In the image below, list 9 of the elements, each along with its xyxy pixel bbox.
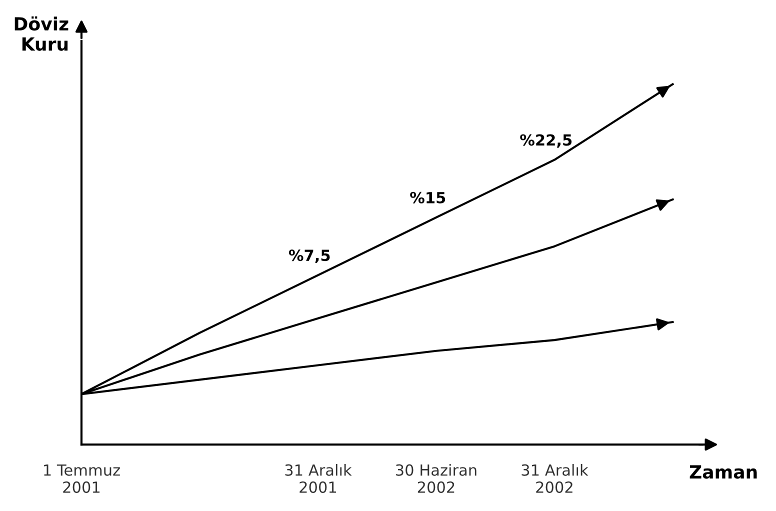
annotation: %22,5 (520, 134, 572, 148)
x-tick-label: 31 Aralık 2001 (285, 464, 352, 493)
y-axis-title: Döviz Kuru (14, 16, 68, 51)
annotation: %15 (410, 192, 446, 204)
x-tick-label: 31 Aralık 2002 (522, 464, 588, 493)
x-tick-label: 30 Haziran 2002 (396, 464, 476, 493)
x-axis-title: Zaman (690, 465, 757, 479)
annotation: %7,5 (288, 250, 330, 264)
x-tick-label: 1 Temmuz 2001 (44, 464, 120, 493)
